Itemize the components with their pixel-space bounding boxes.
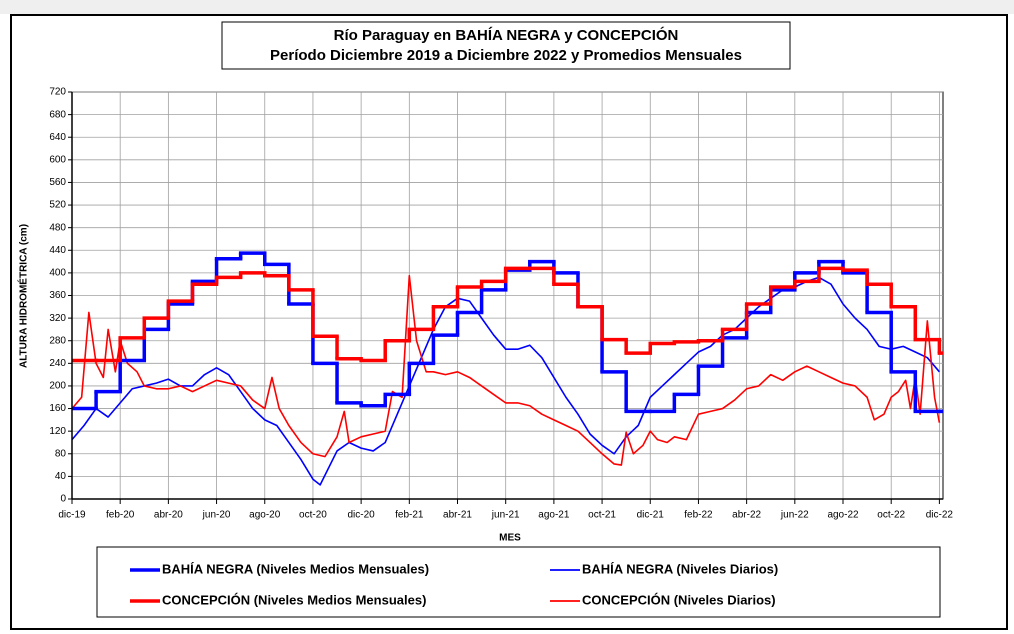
x-tick-label: ago-22	[827, 510, 859, 521]
legend-box	[96, 546, 941, 618]
x-tick-label: dic-21	[637, 510, 665, 521]
y-tick-label: 560	[49, 177, 66, 188]
y-tick-label: 360	[49, 290, 66, 301]
x-tick-label: abr-21	[443, 510, 472, 521]
daily-line	[72, 274, 941, 466]
x-tick-label: jun-21	[491, 510, 520, 521]
y-tick-label: 680	[49, 109, 66, 120]
legend-label: BAHÍA NEGRA (Niveles Diarios)	[582, 561, 778, 576]
y-tick-label: 280	[49, 335, 66, 346]
x-tick-label: jun-20	[202, 510, 231, 521]
legend-label: CONCEPCIÓN (Niveles Diarios)	[582, 592, 776, 607]
axes: 0 40 80 120 160 200 240 280 320 360 400 440 480 520 56…	[49, 87, 953, 521]
x-tick-label: ago-20	[249, 510, 281, 521]
y-tick-label: 520	[49, 200, 66, 211]
y-tick-label: 200	[49, 381, 66, 392]
x-tick-label: abr-20	[154, 510, 183, 521]
x-tick-label: feb-21	[395, 510, 424, 521]
x-tick-label: jun-22	[780, 510, 809, 521]
x-tick-label: dic-19	[58, 510, 86, 521]
x-tick-label: abr-22	[732, 510, 761, 521]
grid	[71, 91, 944, 500]
plot-area	[72, 251, 943, 486]
x-tick-label: dic-22	[926, 510, 954, 521]
x-tick-label: ago-21	[538, 510, 570, 521]
y-tick-label: 440	[49, 245, 66, 256]
y-tick-label: 640	[49, 132, 66, 143]
chart-title: Río Paraguay en BAHÍA NEGRA y CONCEPCIÓN	[334, 26, 679, 44]
x-tick-label: feb-20	[106, 510, 135, 521]
legend-label: CONCEPCIÓN (Niveles Medios Mensuales)	[162, 592, 426, 607]
legend: BAHÍA NEGRA (Niveles Medios Mensuales) BA…	[130, 561, 778, 607]
x-tick-label: dic-20	[348, 510, 376, 521]
x-tick-label: oct-20	[299, 510, 327, 521]
y-tick-label: 240	[49, 358, 66, 369]
x-tick-label: oct-21	[588, 510, 616, 521]
chart-subtitle: Período Diciembre 2019 a Diciembre 2022 …	[270, 47, 742, 64]
y-tick-label: 40	[55, 471, 67, 482]
x-axis-label: MES	[499, 533, 521, 544]
title-box	[221, 21, 791, 70]
y-tick-label: 80	[55, 448, 67, 459]
y-tick-label: 0	[60, 494, 66, 505]
y-axis-label: ALTURA HIDROMÉTRICA (cm)	[17, 224, 30, 368]
x-tick-label: feb-22	[684, 510, 713, 521]
top-strip	[0, 0, 1014, 14]
y-tick-label: 320	[49, 313, 66, 324]
y-tick-label: 720	[49, 87, 66, 98]
y-tick-label: 480	[49, 222, 66, 233]
y-tick-label: 600	[49, 154, 66, 165]
y-tick-label: 160	[49, 403, 66, 414]
legend-label: BAHÍA NEGRA (Niveles Medios Mensuales)	[162, 561, 429, 576]
x-tick-label: oct-22	[877, 510, 905, 521]
y-tick-label: 400	[49, 268, 66, 279]
y-tick-label: 120	[49, 426, 66, 437]
